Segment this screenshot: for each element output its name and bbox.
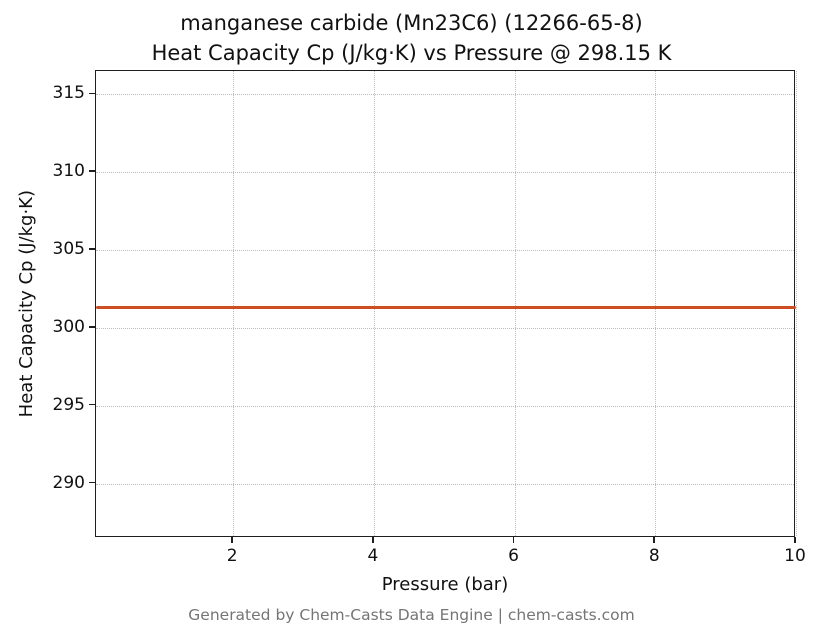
y-tick-mark	[89, 481, 95, 484]
y-tick-label: 290	[52, 472, 85, 493]
x-gridline	[796, 71, 797, 536]
chart-title: manganese carbide (Mn23C6) (12266-65-8) …	[0, 9, 823, 69]
x-tick-mark	[794, 537, 796, 543]
y-tick-mark	[89, 403, 95, 406]
x-gridline	[373, 71, 375, 536]
y-axis-label-wrap: Heat Capacity Cp (J/kg·K)	[12, 70, 40, 537]
y-gridline	[96, 172, 794, 174]
data-line	[96, 305, 796, 310]
y-gridline	[96, 483, 794, 485]
y-gridline	[96, 405, 794, 407]
y-tick-mark	[89, 326, 95, 328]
x-tick-label: 10	[784, 546, 806, 566]
y-tick-label: 315	[52, 83, 85, 104]
y-tick-label: 305	[52, 239, 85, 260]
y-tick-mark	[89, 248, 95, 250]
y-tick-mark	[89, 170, 95, 172]
x-gridline	[233, 71, 235, 536]
x-tick-label: 2	[226, 546, 238, 566]
footer-credit: Generated by Chem-Casts Data Engine | ch…	[188, 606, 635, 624]
plot-area	[95, 70, 797, 537]
x-tick-mark	[372, 537, 374, 543]
x-axis-label: Pressure (bar)	[381, 574, 509, 595]
chart-title-line1: manganese carbide (Mn23C6) (12266-65-8)	[180, 11, 643, 35]
y-axis-label: Heat Capacity Cp (J/kg·K)	[15, 189, 37, 418]
y-tick-label: 310	[52, 161, 85, 182]
chart-title-line2: Heat Capacity Cp (J/kg·K) vs Pressure @ …	[151, 40, 672, 65]
y-gridline	[96, 94, 794, 96]
x-tick-mark	[653, 537, 656, 543]
x-tick-label: 6	[508, 546, 519, 566]
y-tick-label: 300	[52, 316, 85, 337]
y-tick-mark	[89, 92, 95, 95]
x-tick-label: 8	[648, 546, 660, 566]
y-gridline	[96, 327, 794, 329]
y-tick-label: 295	[52, 394, 85, 415]
x-gridline	[655, 71, 657, 536]
x-tick-mark	[231, 537, 233, 543]
x-tick-mark	[512, 537, 515, 543]
x-tick-label: 4	[367, 546, 379, 566]
y-gridline	[96, 250, 794, 252]
x-gridline	[514, 71, 516, 536]
